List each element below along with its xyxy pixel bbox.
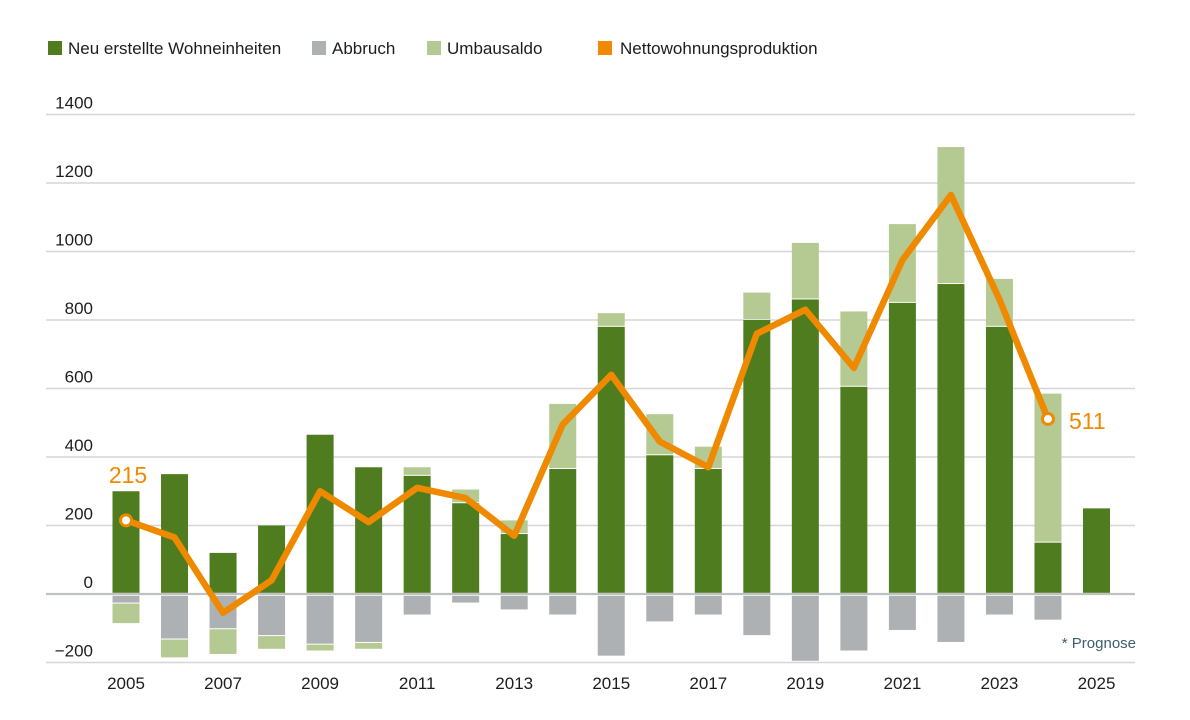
y-tick-label: 1400 xyxy=(55,94,93,113)
bar-abbruch xyxy=(258,595,286,636)
legend-item-abbruch: Abbruch xyxy=(312,39,395,58)
bar-abbruch xyxy=(452,595,480,603)
bar-neubau xyxy=(694,468,722,593)
legend-label-neubau: Neu erstellte Wohneinheiten xyxy=(68,39,281,58)
bar-umbausaldo-negative xyxy=(258,636,286,649)
bar-neubau xyxy=(549,468,577,593)
bar-abbruch xyxy=(791,595,819,661)
legend-label-abbruch: Abbruch xyxy=(332,39,395,58)
y-tick-label: 1200 xyxy=(55,162,93,181)
bar-neubau xyxy=(888,302,916,593)
bar-abbruch xyxy=(888,595,916,630)
bar-abbruch xyxy=(403,595,431,615)
y-tick-label: −200 xyxy=(55,642,93,661)
y-tick-label: 400 xyxy=(65,436,93,455)
y-tick-label: 600 xyxy=(65,368,93,387)
legend-swatch-abbruch-icon xyxy=(312,41,326,55)
x-tick-label: 2005 xyxy=(107,674,145,693)
netto-end-dot xyxy=(1040,411,1055,426)
bar-umbausaldo-positive xyxy=(597,313,625,326)
end-value-label: 511 xyxy=(1069,408,1106,434)
x-tick-label: 2019 xyxy=(786,674,824,693)
legend-swatch-neubau-icon xyxy=(48,41,62,55)
bar-abbruch xyxy=(500,595,528,610)
x-tick-label: 2025 xyxy=(1078,674,1116,693)
legend-label-netto: Nettowohnungsproduktion xyxy=(620,39,818,58)
legend-item-netto: Nettowohnungsproduktion xyxy=(598,39,818,58)
bar-neubau xyxy=(355,467,383,593)
bar-neubau xyxy=(597,326,625,593)
bar-abbruch xyxy=(161,595,189,639)
bar-umbausaldo-negative xyxy=(161,639,189,658)
bar-abbruch xyxy=(355,595,383,642)
bar-abbruch xyxy=(549,595,577,615)
netto-start-dot xyxy=(119,513,133,528)
x-tick-label: 2009 xyxy=(301,674,339,693)
bar-umbausaldo-positive xyxy=(743,292,771,319)
y-tick-label: 0 xyxy=(84,573,93,592)
legend-swatch-umbausaldo-icon xyxy=(427,41,441,55)
bar-neubau xyxy=(840,386,868,593)
bar-neubau xyxy=(1083,508,1110,593)
bar-neubau xyxy=(452,503,480,593)
x-tick-label: 2013 xyxy=(495,674,533,693)
x-tick-label: 2015 xyxy=(592,674,630,693)
bar-neubau xyxy=(500,534,528,593)
legend-item-neubau: Neu erstellte Wohneinheiten xyxy=(48,39,281,58)
bar-abbruch xyxy=(646,595,674,622)
x-tick-label: 2023 xyxy=(981,674,1019,693)
legend-label-umbausaldo: Umbausaldo xyxy=(447,39,542,58)
netto-line-layer xyxy=(119,191,1055,617)
bar-abbruch xyxy=(112,595,140,603)
bar-neubau xyxy=(791,299,819,593)
bar-abbruch xyxy=(694,595,722,615)
x-tick-label: 2007 xyxy=(204,674,242,693)
bar-abbruch xyxy=(840,595,868,651)
bar-umbausaldo-negative xyxy=(209,629,237,654)
y-tick-label: 1000 xyxy=(55,231,93,250)
bar-neubau xyxy=(646,455,674,593)
bar-abbruch xyxy=(937,595,965,642)
legend: Neu erstellte Wohneinheiten Abbruch Umba… xyxy=(48,39,818,58)
bar-neubau xyxy=(1034,542,1062,593)
bar-abbruch xyxy=(985,595,1013,615)
bar-abbruch xyxy=(306,595,334,644)
prognose-footnote: * Prognose xyxy=(1062,635,1136,652)
start-value-label: 215 xyxy=(109,462,147,488)
y-tick-label: 800 xyxy=(65,299,93,318)
x-tick-label: 2017 xyxy=(689,674,727,693)
bar-neubau xyxy=(112,491,140,593)
legend-swatch-netto-icon xyxy=(598,41,612,55)
bar-neubau xyxy=(937,284,965,593)
y-tick-label: 200 xyxy=(65,505,93,524)
bar-umbausaldo-negative xyxy=(306,644,334,651)
bar-abbruch xyxy=(597,595,625,656)
netto-line xyxy=(122,191,1052,617)
x-tick-label: 2011 xyxy=(399,674,436,693)
bar-abbruch xyxy=(743,595,771,636)
gridlines-layer xyxy=(46,113,1135,664)
axis-labels-layer: 1400 1200 1000 800 600 400 200 0 −200 2005 2007 200… xyxy=(55,94,1116,694)
bar-umbausaldo-negative xyxy=(112,603,140,624)
bar-umbausaldo-negative xyxy=(355,642,383,649)
bar-umbausaldo-positive xyxy=(403,467,431,475)
bar-neubau xyxy=(985,326,1013,593)
bar-abbruch xyxy=(1034,595,1062,620)
legend-item-umbausaldo: Umbausaldo xyxy=(427,39,542,58)
bar-umbausaldo-positive xyxy=(791,242,819,299)
x-tick-label: 2021 xyxy=(883,674,921,693)
bar-neubau xyxy=(209,552,237,593)
